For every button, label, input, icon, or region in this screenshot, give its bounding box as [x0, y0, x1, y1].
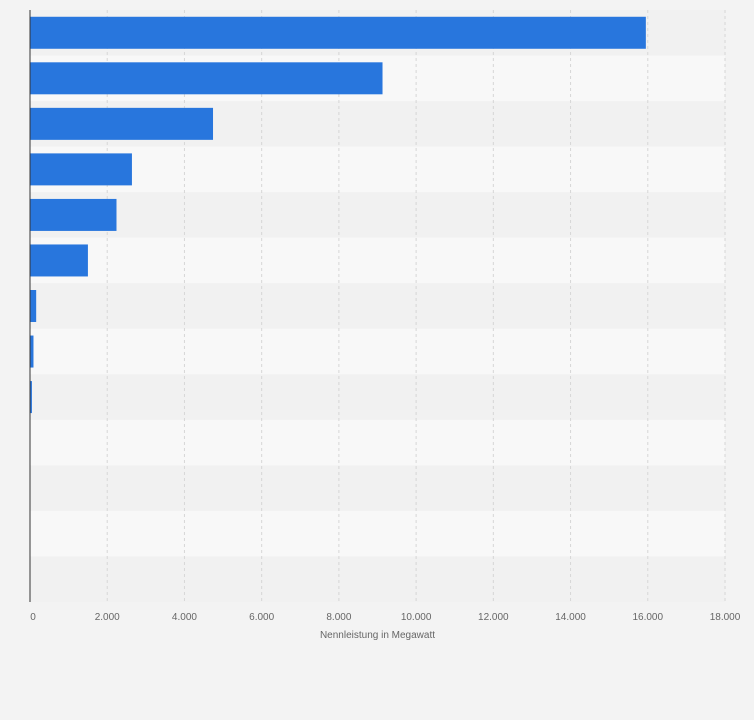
x-tick-labels: 0 2.000 4.000 6.000 8.000 10.000 12.000 14.000 1… [30, 612, 741, 623]
x-axis-title: Nennleistung in Megawatt [320, 630, 435, 641]
row-band [30, 465, 725, 511]
row-band [30, 510, 725, 557]
x-tick-label: 2.000 [95, 612, 120, 623]
x-tick-label: 12.000 [478, 612, 509, 623]
bar [30, 62, 383, 95]
row-band [30, 192, 725, 238]
bar [30, 381, 32, 414]
row-band [30, 419, 725, 466]
row-band [30, 283, 725, 329]
row-band [30, 556, 725, 602]
row-band [30, 146, 725, 193]
row-band [30, 374, 725, 420]
x-tick-label: 8.000 [326, 612, 351, 623]
bar [30, 107, 214, 140]
bars [30, 16, 646, 414]
bar [30, 153, 132, 186]
x-tick-label: 6.000 [249, 612, 274, 623]
row-band [30, 328, 725, 375]
x-tick-label: 16.000 [632, 612, 663, 623]
x-tick-label: 4.000 [172, 612, 197, 623]
bar [30, 335, 34, 368]
bar [30, 290, 37, 322]
bar [30, 244, 88, 277]
x-tick-label: 0 [30, 612, 36, 623]
row-band [30, 237, 725, 284]
x-tick-label: 14.000 [555, 612, 586, 623]
bar [30, 16, 646, 49]
bar [30, 198, 117, 231]
row-bands [30, 10, 725, 602]
x-tick-label: 18.000 [710, 612, 741, 623]
x-tick-label: 10.000 [401, 612, 432, 623]
